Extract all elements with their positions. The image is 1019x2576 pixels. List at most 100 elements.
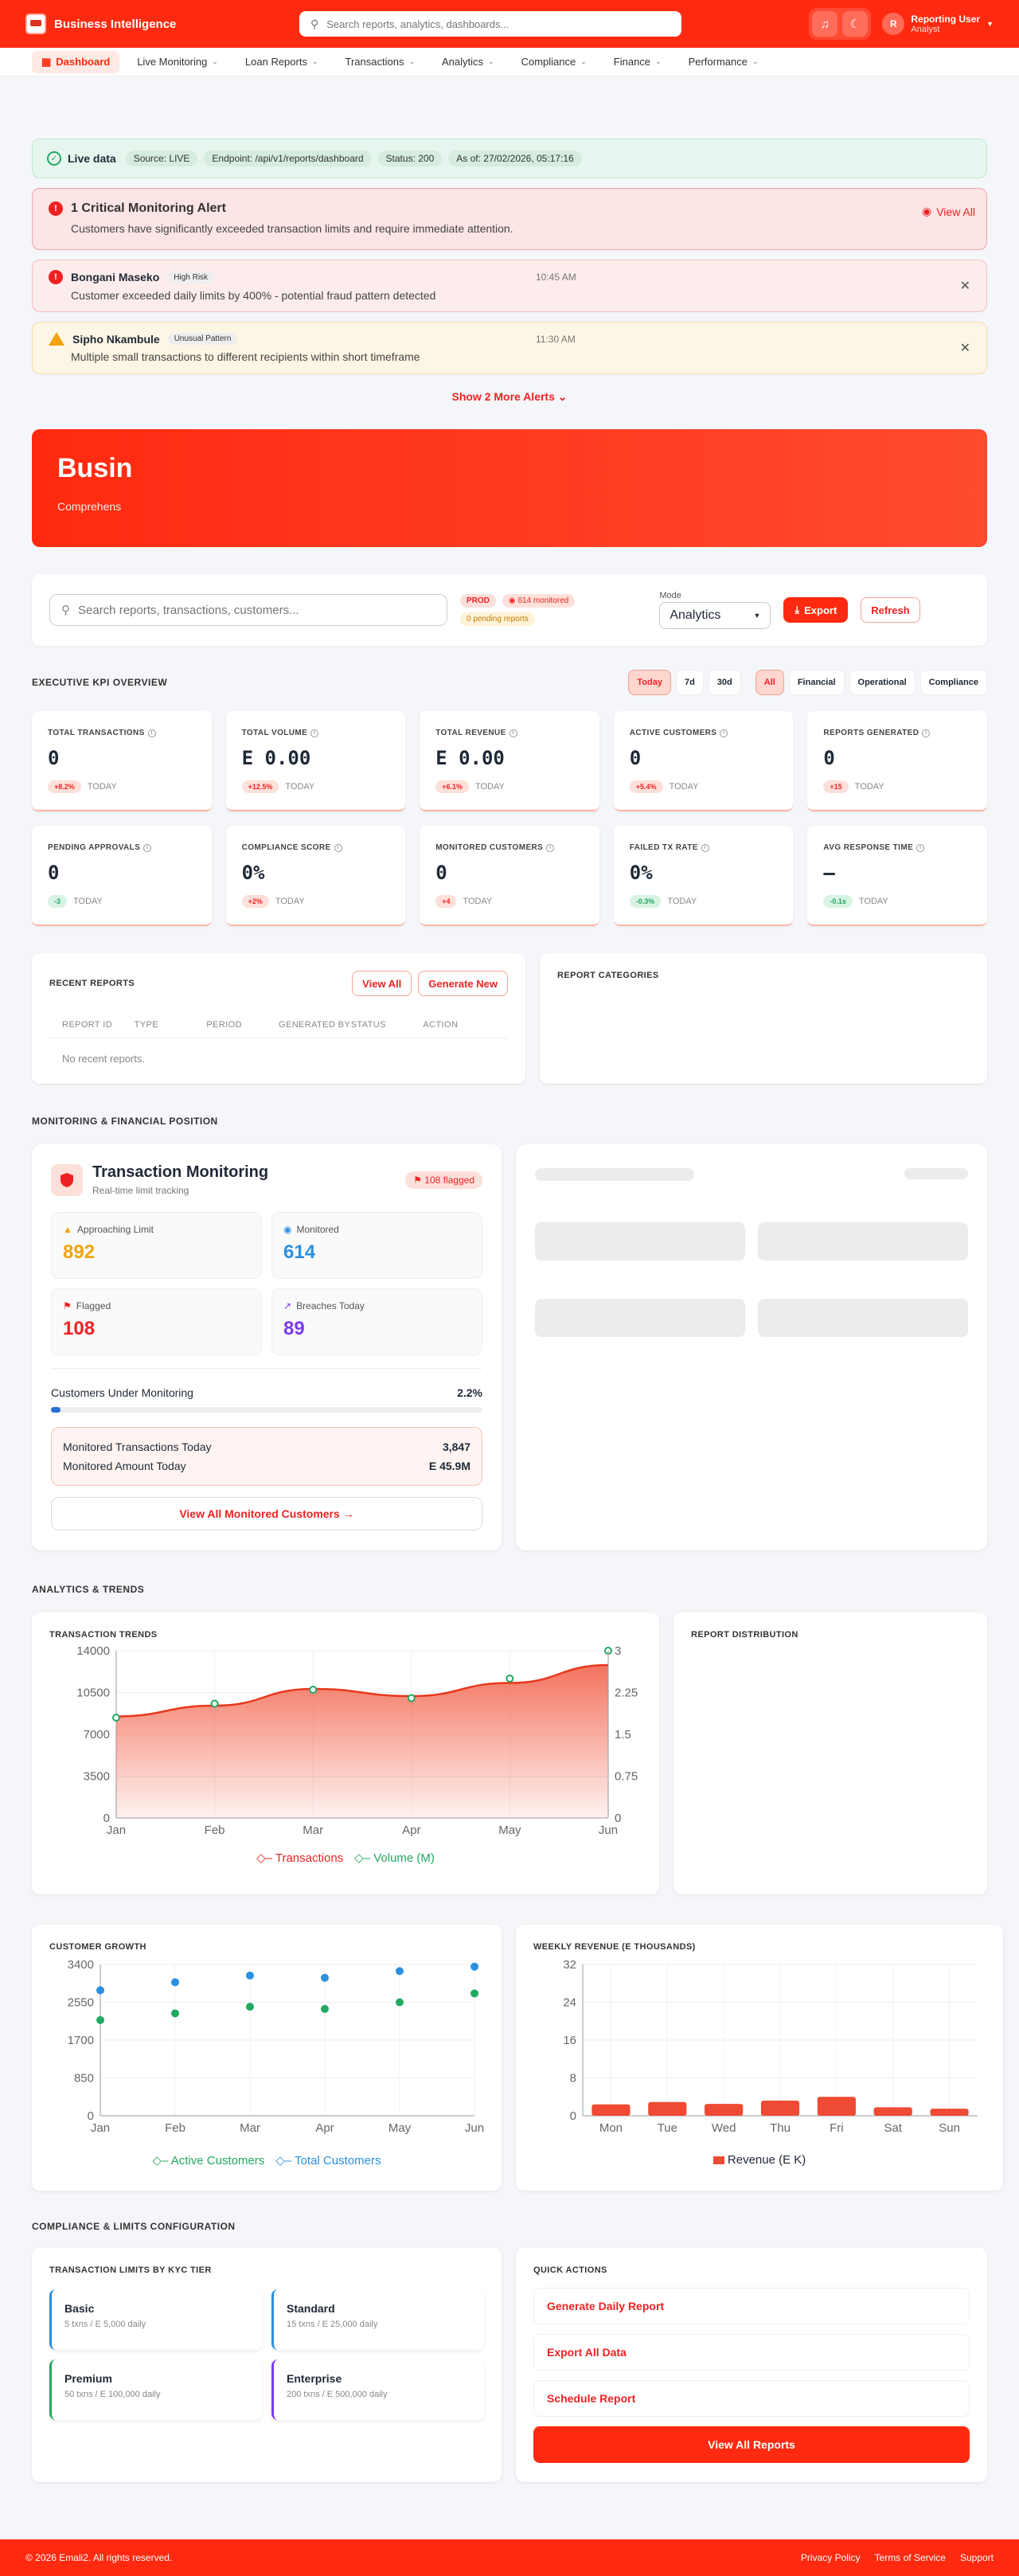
export-label: Export [804, 604, 837, 616]
mode-label: Mode [659, 591, 681, 600]
tier-premium[interactable]: Premium 50 txns / E 100,000 daily [49, 2359, 262, 2420]
x-tick-label: Jun [465, 2121, 484, 2135]
kpi-period: TODAY [275, 897, 305, 906]
stat-approaching-limit: ▲ Approaching Limit 892 [51, 1212, 262, 1279]
legend-label: Volume (M) [373, 1851, 435, 1865]
summary-value: 3,847 [442, 1440, 470, 1453]
tier-enterprise[interactable]: Enterprise 200 txns / E 500,000 daily [271, 2359, 484, 2420]
view-all-alerts-button[interactable]: ◉ View All [922, 205, 975, 218]
global-search[interactable]: ⚲ [299, 11, 681, 37]
legend-label: Revenue (E K) [727, 2153, 806, 2167]
view-all-reports-primary-button[interactable]: View All Reports [533, 2426, 970, 2463]
view-all-reports-button[interactable]: View All [352, 971, 412, 996]
kpi-label: TOTAL REVENUE [435, 729, 506, 737]
stat-label: Breaches Today [296, 1300, 365, 1311]
transactions-line [115, 1663, 609, 1718]
status-code-pill: Status: 200 [377, 150, 443, 166]
notification-bell-icon[interactable]: ♫ [812, 11, 838, 37]
period-30d-chip[interactable]: 30d [708, 670, 741, 695]
skeleton-line [535, 1168, 694, 1181]
kpi-value: 0 [435, 862, 447, 884]
category-operational-chip[interactable]: Operational [849, 670, 916, 695]
weekly-revenue-card: WEEKLY REVENUE (E THOUSANDS) 0 8 16 24 32 Mon… [516, 1925, 1003, 2191]
export-all-data-button[interactable]: Export All Data [533, 2334, 970, 2371]
stat-breaches-today: ↗ Breaches Today 89 [271, 1288, 482, 1355]
report-search[interactable]: ⚲ [49, 594, 447, 626]
alert-message: Customer exceeded daily limits by 400% -… [71, 289, 436, 302]
kpi-card: AVG RESPONSE TIME i — -0.1s TODAY [807, 826, 987, 926]
nav-finance[interactable]: Finance ⌄ [604, 51, 671, 72]
report-search-input[interactable] [78, 603, 435, 617]
info-icon: i [334, 843, 342, 852]
nav-loan-reports[interactable]: Loan Reports ⌄ [236, 51, 328, 72]
legend-item[interactable]: ◇– Transactions [256, 1851, 344, 1865]
generate-daily-report-button[interactable]: Generate Daily Report [533, 2288, 970, 2324]
legend-swatch [713, 2156, 724, 2165]
period-7d-chip[interactable]: 7d [675, 670, 704, 695]
show-more-alerts-button[interactable]: Show 2 More Alerts ⌄ [32, 390, 987, 404]
recent-reports-title: RECENT REPORTS [49, 979, 135, 988]
privacy-policy-link[interactable]: Privacy Policy [800, 2552, 861, 2563]
empty-state: No recent reports. [62, 1053, 146, 1065]
generate-new-report-button[interactable]: Generate New [418, 971, 508, 996]
chevron-down-icon: ⌄ [488, 57, 494, 65]
mode-select[interactable]: Analytics ▼ [659, 602, 771, 629]
user-menu[interactable]: R Reporting User Analyst ▼ [882, 13, 994, 35]
chevron-down-icon: ⌄ [752, 57, 759, 65]
y-tick-label: 2550 [68, 1996, 94, 2010]
column-header: TYPE [134, 1020, 159, 1030]
mode-value: Analytics [670, 608, 721, 622]
monitoring-summary-box: Monitored Transactions Today 3,847 Monito… [51, 1427, 482, 1486]
global-search-input[interactable] [326, 18, 670, 30]
terms-link[interactable]: Terms of Service [874, 2552, 946, 2563]
x-tick-label: Fri [830, 2121, 844, 2135]
close-icon[interactable]: ✕ [959, 342, 970, 355]
category-compliance-chip[interactable]: Compliance [919, 670, 987, 695]
legend-item[interactable]: ◇– Active Customers [152, 2154, 265, 2168]
export-button[interactable]: ⤓ Export [783, 597, 849, 623]
critical-alert-banner: ! 1 Critical Monitoring Alert Customers h… [32, 188, 987, 250]
as-of-pill: As of: 27/02/2026, 05:17:16 [448, 150, 582, 166]
brand[interactable]: Business Intelligence [25, 14, 280, 34]
arrow-right-icon: → [342, 1507, 354, 1520]
y-tick-label: 3400 [68, 1958, 94, 1972]
kpi-label: PENDING APPROVALS [48, 843, 141, 852]
tier-standard[interactable]: Standard 15 txns / E 25,000 daily [271, 2289, 484, 2350]
legend-item[interactable]: ◇– Total Customers [275, 2154, 381, 2168]
close-icon[interactable]: ✕ [959, 279, 970, 293]
schedule-report-button[interactable]: Schedule Report [533, 2380, 970, 2417]
period-today-chip[interactable]: Today [628, 670, 671, 695]
tier-name: Standard [287, 2302, 335, 2315]
x-tick-label: Wed [712, 2121, 736, 2135]
eye-icon: ◉ [922, 205, 932, 217]
info-icon: i [720, 729, 728, 737]
nav-transactions[interactable]: Transactions ⌄ [336, 51, 424, 72]
legend-item[interactable]: ◇– Volume (M) [354, 1851, 435, 1865]
y2-tick-label: 1.5 [615, 1728, 631, 1741]
kpi-label: TOTAL VOLUME [241, 729, 308, 737]
refresh-button[interactable]: Refresh [861, 597, 920, 623]
nav-compliance[interactable]: Compliance ⌄ [512, 51, 596, 72]
nav-analytics[interactable]: Analytics ⌄ [432, 51, 504, 72]
kpi-card: REPORTS GENERATED i 0 +15 TODAY [807, 711, 987, 811]
y2-tick-label: 3 [615, 1644, 621, 1658]
view-all-monitored-button[interactable]: View All Monitored Customers → [51, 1497, 482, 1530]
nav-performance[interactable]: Performance ⌄ [679, 51, 768, 72]
nav-dashboard[interactable]: ▦ Dashboard [32, 50, 120, 73]
legend-item[interactable]: Revenue (E K) [713, 2153, 806, 2167]
category-all-chip[interactable]: All [755, 670, 784, 695]
growth-point [321, 1973, 329, 1982]
tier-basic[interactable]: Basic 5 txns / E 5,000 daily [49, 2289, 262, 2350]
risk-badge: High Risk [167, 271, 215, 283]
alert-time: 11:30 AM [536, 334, 576, 345]
support-link[interactable]: Support [959, 2552, 994, 2563]
endpoint-pill: Endpoint: /api/v1/reports/dashboard [204, 150, 372, 166]
kpi-label: AVG RESPONSE TIME [823, 843, 914, 852]
y-tick-label: 0 [88, 2109, 94, 2123]
kpi-card: TOTAL TRANSACTIONS i 0 +8.2% TODAY [32, 711, 212, 811]
category-financial-chip[interactable]: Financial [788, 670, 845, 695]
nav-live-monitoring[interactable]: Live Monitoring ⌄ [127, 51, 228, 72]
dark-mode-moon-icon[interactable]: ☾ [842, 11, 869, 37]
alert-item: ! Bongani Maseko High Risk 10:45 AM Custom… [32, 260, 987, 312]
monitored-badge: ◉ 614 monitored [502, 594, 576, 608]
